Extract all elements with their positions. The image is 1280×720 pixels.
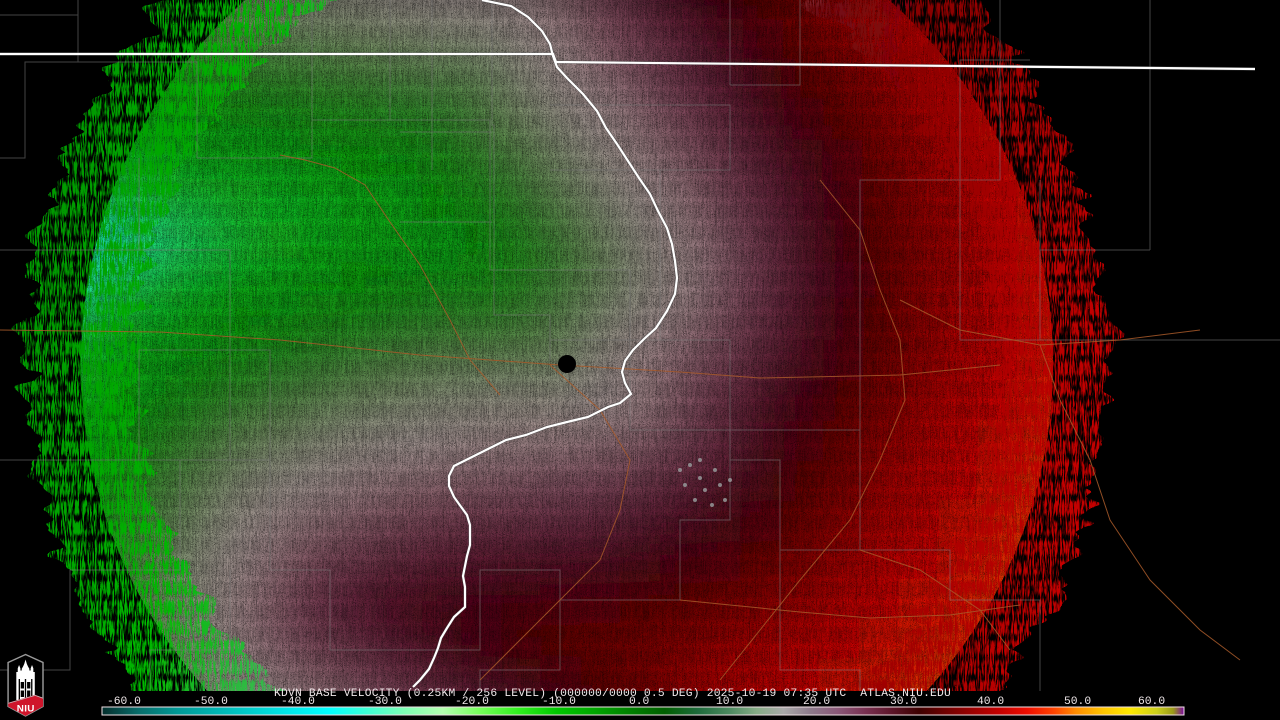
- svg-text:-60.0: -60.0: [107, 696, 141, 708]
- svg-text:50.0: 50.0: [1064, 696, 1091, 708]
- svg-text:-20.0: -20.0: [455, 696, 489, 708]
- svg-text:60.0: 60.0: [1138, 696, 1165, 708]
- svg-text:0.0: 0.0: [629, 696, 650, 708]
- svg-text:40.0: 40.0: [977, 696, 1004, 708]
- svg-text:20.0: 20.0: [803, 696, 830, 708]
- svg-text:-40.0: -40.0: [281, 696, 315, 708]
- svg-text:-50.0: -50.0: [194, 696, 228, 708]
- svg-text:-10.0: -10.0: [542, 696, 576, 708]
- svg-text:10.0: 10.0: [716, 696, 743, 708]
- svg-text:30.0: 30.0: [890, 696, 917, 708]
- svg-text:NIU: NIU: [17, 703, 35, 714]
- svg-text:-30.0: -30.0: [368, 696, 402, 708]
